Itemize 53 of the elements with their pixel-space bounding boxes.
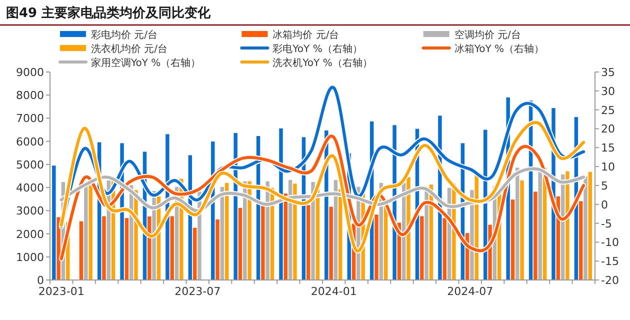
- y2-tick-label: 15: [601, 142, 615, 155]
- x-tick-label: 2023-01: [38, 285, 84, 298]
- legend-label: 家用空调YoY %（右轴）: [91, 57, 201, 69]
- legend-label: 冰箱YoY %（右轴）: [454, 43, 544, 55]
- bar: [238, 208, 242, 280]
- y-tick-label: 3000: [16, 204, 44, 218]
- x-tick-label: 2024-01: [310, 285, 357, 298]
- legend-label: 空调均价 元/台: [454, 29, 521, 41]
- legend-label: 彩电YoY %（右轴）: [272, 43, 362, 55]
- bar: [192, 228, 197, 280]
- bar: [420, 216, 424, 280]
- bar: [306, 205, 310, 280]
- bar: [79, 221, 84, 280]
- y-tick-label: 6000: [16, 135, 44, 148]
- y2-tick-label: 35: [601, 66, 615, 79]
- bar: [374, 214, 378, 280]
- legend-label: 冰箱均价 元/台: [272, 29, 340, 41]
- y-tick-label: 5000: [16, 158, 44, 172]
- bar: [88, 185, 92, 280]
- y-tick-label: 7000: [16, 112, 44, 126]
- y-tick-label: 4000: [16, 182, 44, 195]
- y-tick-label: 2000: [16, 228, 44, 241]
- y2-tick-label: -5: [601, 217, 612, 230]
- bar: [102, 216, 106, 280]
- y2-tick-label: 30: [601, 84, 615, 98]
- y2-tick-label: -15: [601, 255, 619, 268]
- bar: [216, 219, 220, 280]
- legend-label: 洗衣机均价 元/台: [91, 43, 168, 55]
- bar: [124, 218, 129, 280]
- x-tick-label: 2023-07: [174, 285, 221, 298]
- y2-tick-label: 10: [601, 160, 615, 174]
- legend-label: 彩电均价 元/台: [91, 29, 158, 41]
- legend-label: 洗衣机YoY %（右轴）: [272, 57, 372, 69]
- bar: [329, 206, 333, 280]
- bar: [52, 166, 56, 280]
- y2-tick-label: 20: [601, 122, 615, 136]
- y-tick-label: 9000: [16, 66, 44, 79]
- bar: [148, 216, 152, 280]
- y2-tick-label: 5: [601, 179, 608, 192]
- bar: [170, 216, 174, 280]
- y2-tick-label: 0: [601, 198, 608, 212]
- y-tick-label: 1000: [16, 250, 44, 264]
- y-tick-label: 0: [37, 274, 44, 287]
- chart-title: 图49 主要家电品类均价及同比变化: [6, 5, 212, 21]
- bar: [520, 180, 524, 280]
- y2-tick-label: 25: [601, 104, 615, 117]
- y2-tick-label: -20: [601, 274, 619, 287]
- y2-tick-label: -10: [601, 236, 619, 250]
- x-tick-label: 2024-07: [447, 285, 494, 298]
- y-tick-label: 8000: [16, 89, 44, 102]
- bar: [588, 172, 592, 280]
- bar: [534, 192, 538, 280]
- bar: [510, 200, 515, 280]
